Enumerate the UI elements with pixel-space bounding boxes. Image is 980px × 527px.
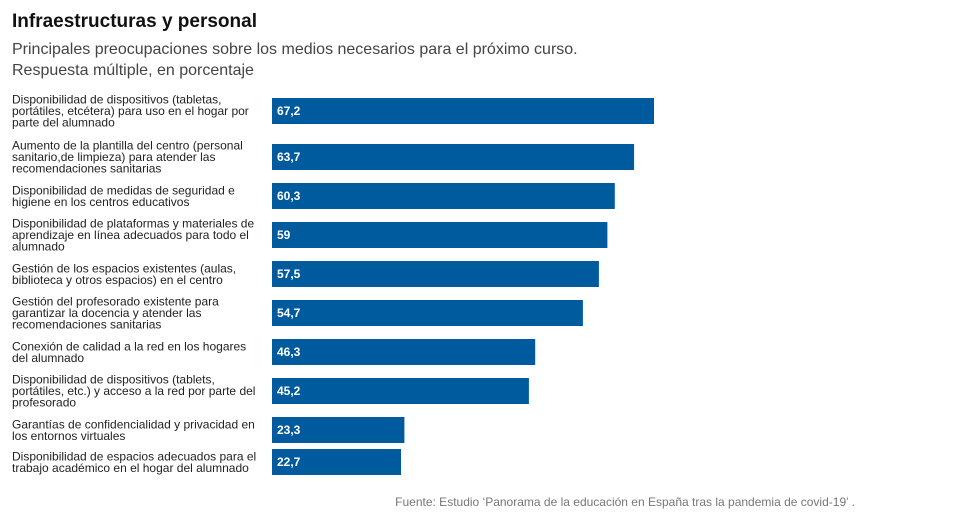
category-label-line: Disponibilidad de plataformas y material…: [12, 217, 254, 231]
category-label-line: recomendaciones sanitarias: [12, 162, 161, 176]
category-label-3: Disponibilidad de plataformas y material…: [12, 217, 254, 254]
category-label-line: Gestión de los espacios existentes (aula…: [12, 261, 236, 275]
bar-4: [272, 261, 599, 287]
category-label-4: Gestión de los espacios existentes (aula…: [12, 261, 236, 287]
category-label-1: Aumento de la plantilla del centro (pers…: [12, 139, 243, 176]
category-label-9: Disponibilidad de espacios adecuados par…: [12, 449, 256, 475]
category-label-line: Disponibilidad de dispositivos (tabletas…: [12, 93, 221, 107]
bar-value-label-5: 54,7: [277, 306, 301, 320]
bar-1: [272, 144, 635, 170]
bar-5: [272, 300, 583, 326]
bar-9: [272, 449, 401, 475]
category-label-line: Disponibilidad de espacios adecuados par…: [12, 449, 256, 463]
bar-value-label-9: 22,7: [277, 455, 301, 469]
chart-title: Infraestructuras y personal: [12, 11, 257, 32]
category-label-line: portátiles, etc.) y acceso a la red por …: [12, 384, 255, 398]
category-label-line: profesorado: [12, 396, 76, 410]
source-note: Fuente: Estudio ‘Panorama de la educació…: [395, 495, 855, 509]
category-label-line: aprendizaje en línea adecuados para todo…: [12, 228, 249, 242]
bar-6: [272, 339, 536, 365]
category-label-6: Conexión de calidad a la red en los hoga…: [12, 339, 246, 365]
category-label-line: Garantías de confidencialidad y privacid…: [12, 417, 255, 431]
bar-2: [272, 183, 615, 209]
bar-value-label-6: 46,3: [277, 345, 301, 359]
category-label-line: los entornos virtuales: [12, 429, 125, 443]
category-label-line: parte del alumnado: [12, 116, 115, 130]
bar-value-label-2: 60,3: [277, 189, 301, 203]
category-label-line: garantizar la docencia y atender las: [12, 306, 201, 320]
category-label-2: Disponibilidad de medidas de seguridad e…: [12, 183, 235, 209]
category-label-line: Aumento de la plantilla del centro (pers…: [12, 139, 243, 153]
category-label-line: Conexión de calidad a la red en los hoga…: [12, 339, 246, 353]
bar-8: [272, 417, 405, 443]
category-label-line: trabajo académico en el hogar del alumna…: [12, 461, 249, 475]
category-label-line: sanitario,de limpieza) para atender las: [12, 150, 215, 164]
category-label-8: Garantías de confidencialidad y privacid…: [12, 417, 255, 443]
bar-value-label-4: 57,5: [277, 267, 301, 281]
bar-3: [272, 222, 608, 248]
category-label-line: Disponibilidad de medidas de seguridad e: [12, 183, 235, 197]
category-label-line: higiene en los centros educativos: [12, 195, 189, 209]
category-label-line: biblioteca y otros espacios) en el centr…: [12, 273, 223, 287]
category-label-line: Gestión del profesorado existente para: [12, 295, 219, 309]
bar-7: [272, 378, 529, 404]
category-label-line: Disponibilidad de dispositivos (tablets,: [12, 373, 215, 387]
chart-subtitle: Principales preocupaciones sobre los med…: [12, 41, 578, 79]
category-label-line: del alumnado: [12, 351, 84, 365]
bar-0: [272, 98, 654, 124]
category-label-line: recomendaciones sanitarias: [12, 318, 161, 332]
category-label-5: Gestión del profesorado existente para ga…: [12, 295, 219, 332]
category-label-7: Disponibilidad de dispositivos (tablets,…: [12, 373, 255, 410]
category-label-line: alumnado: [12, 240, 65, 254]
bar-value-label-8: 23,3: [277, 423, 301, 437]
bar-value-label-0: 67,2: [277, 104, 301, 118]
category-label-0: Disponibilidad de dispositivos (tabletas…: [12, 93, 249, 130]
bar-value-label-1: 63,7: [277, 150, 301, 164]
bar-value-label-3: 59: [277, 228, 291, 242]
bar-value-label-7: 45,2: [277, 384, 301, 398]
category-label-line: portátiles, etcétera) para uso en el hog…: [12, 104, 249, 118]
